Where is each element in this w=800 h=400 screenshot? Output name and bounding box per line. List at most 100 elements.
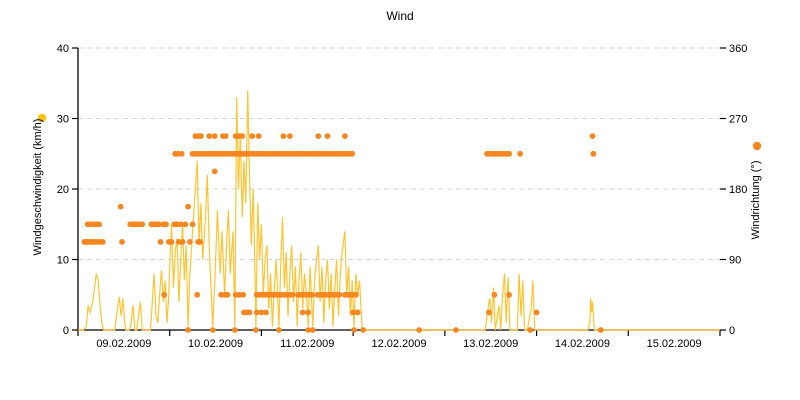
wind-direction-dot [309, 291, 315, 298]
wind-direction-dot [211, 133, 218, 140]
wind-direction-dot [263, 309, 269, 316]
x-axis-date-label: 11.02.2009 [280, 338, 334, 350]
wind-direction-dot [222, 133, 229, 140]
wind-direction-dot [486, 309, 492, 316]
wind-direction-dot [336, 291, 343, 298]
right-axis-tick-label: 180 [729, 184, 747, 196]
wind-direction-dot [139, 221, 146, 228]
wind-direction-dot [155, 221, 162, 228]
left-axis-tick-label: 10 [57, 255, 69, 267]
wind-direction-dot [117, 203, 124, 210]
left-axis-tick-label: 0 [63, 325, 69, 337]
x-axis-ticks: 09.02.2009 10.02.2009 11.02.2009 12.02.2009… [77, 330, 721, 350]
axes [77, 48, 720, 331]
wind-direction-dot [491, 291, 498, 298]
wind-direction-dot [209, 327, 216, 333]
wind-direction-dot [349, 150, 356, 157]
wind-direction-dot [198, 133, 204, 140]
wind-direction-dot [197, 239, 203, 245]
wind-speed-series [78, 90, 720, 331]
right-axis-tick-label: 90 [729, 255, 741, 267]
wind-direction-dot [506, 150, 512, 157]
left-axis-tick-label: 40 [57, 43, 69, 55]
wind-direction-dot [179, 239, 186, 245]
wind-direction-dot [287, 133, 293, 140]
chart-title: Wind [386, 9, 413, 23]
wind-direction-dot [253, 327, 259, 333]
wind-direction-dot [527, 327, 534, 333]
right-axis-tick-label: 270 [729, 114, 747, 126]
wind-direction-dot [239, 133, 246, 140]
right-axis-label: Windrichtung (°) [750, 161, 762, 240]
x-axis-date-label: 10.02.2009 [188, 338, 243, 350]
wind-speed-legend-dot-icon [37, 113, 47, 123]
x-axis-date-label: 14.02.2009 [555, 338, 610, 350]
wind-direction-dot [96, 221, 102, 228]
left-axis-label: Windgeschwindigkeit (km/h) [32, 119, 44, 256]
wind-direction-dot [533, 309, 540, 316]
wind-direction-dot [590, 150, 597, 157]
wind-speed-line [78, 90, 720, 331]
wind-direction-dot [187, 239, 193, 245]
wind-direction-dot [309, 327, 316, 333]
wind-direction-dot [157, 239, 164, 245]
wind-direction-dot [161, 291, 168, 298]
wind-direction-dot [255, 133, 262, 140]
wind-direction-dot [224, 291, 231, 298]
wind-direction-dot [168, 239, 175, 245]
right-axis-ticks: 0 90 180 270 360 [720, 43, 747, 337]
wind-direction-dot [249, 133, 256, 140]
wind-direction-series [81, 133, 604, 333]
left-axis-tick-label: 30 [57, 114, 69, 126]
wind-direction-dot [289, 291, 296, 298]
wind-direction-dot [185, 203, 192, 210]
wind-direction-dot [246, 309, 253, 316]
wind-direction-dot [350, 309, 356, 316]
wind-direction-dot [360, 327, 367, 333]
x-axis-date-label: 12.02.2009 [371, 338, 426, 350]
x-axis-date-label: 13.02.2009 [463, 338, 518, 350]
wind-direction-dot [305, 309, 312, 316]
wind-direction-dot [280, 133, 287, 140]
wind-direction-dot [453, 327, 459, 333]
wind-direction-dot [517, 150, 523, 157]
right-axis-tick-label: 0 [729, 325, 735, 337]
x-axis-date-label: 15.02.2009 [647, 338, 702, 350]
wind-direction-dot [351, 327, 357, 333]
right-axis-tick-label: 360 [729, 43, 747, 55]
left-axis-ticks: 0 10 20 30 40 [57, 43, 78, 337]
wind-direction-dot [163, 221, 169, 228]
wind-direction-dot [211, 168, 218, 175]
wind-direction-legend-dot-icon [752, 141, 762, 151]
wind-direction-dot [194, 291, 201, 298]
wind-direction-dot [189, 221, 196, 228]
wind-direction-dot [354, 309, 361, 316]
wind-direction-dot [589, 133, 596, 140]
wind-direction-dot [342, 133, 348, 140]
wind-direction-dot [353, 291, 359, 298]
wind-direction-dot [119, 239, 125, 245]
wind-direction-dot [324, 133, 331, 140]
wind-direction-dot [177, 221, 184, 228]
wind-direction-dot [315, 133, 322, 140]
wind-direction-dot [416, 327, 423, 333]
wind-direction-dot [178, 150, 185, 157]
gridlines [78, 47, 720, 260]
wind-direction-dot [206, 133, 213, 140]
wind-direction-dot [258, 309, 265, 316]
wind-direction-dot [506, 291, 512, 298]
wind-direction-dot [240, 291, 247, 298]
wind-direction-dot [231, 327, 238, 333]
wind-direction-dot [276, 327, 282, 333]
wind-direction-dot [597, 327, 604, 333]
wind-direction-dot [182, 221, 189, 228]
wind-direction-dot [253, 309, 260, 316]
wind-direction-dot [99, 239, 106, 245]
x-axis-date-label: 09.02.2009 [96, 338, 151, 350]
wind-direction-dot [185, 327, 192, 333]
wind-direction-dot [299, 309, 306, 316]
left-axis-tick-label: 20 [57, 184, 69, 196]
wind-direction-dot [305, 327, 312, 333]
